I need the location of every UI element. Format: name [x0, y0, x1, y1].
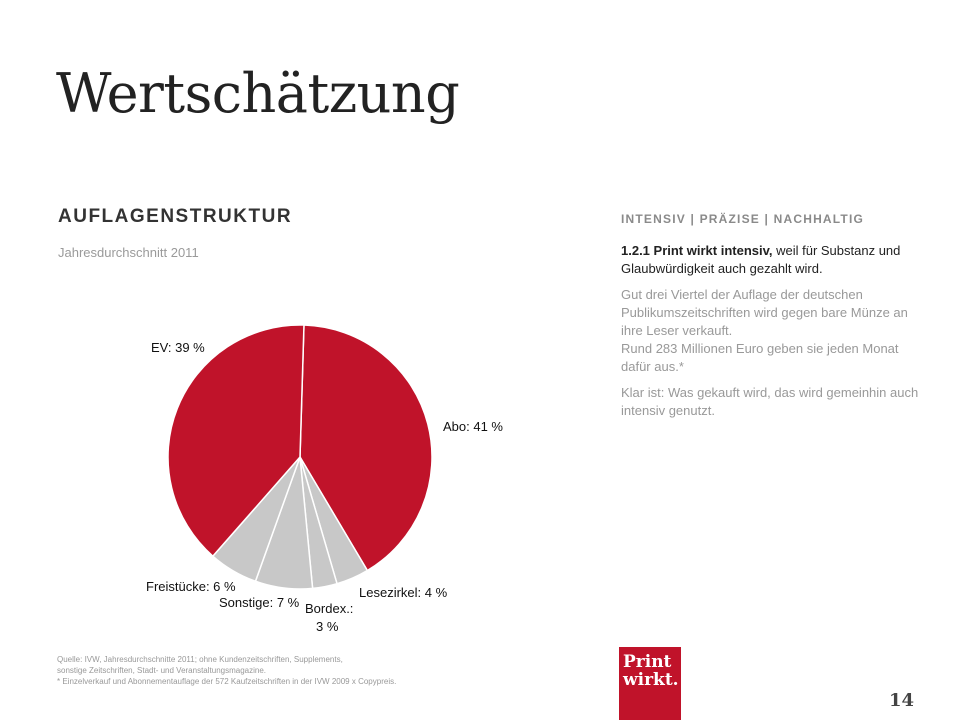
pie-slice-ev — [167, 324, 305, 558]
footnote-line-2: sonstige Zeitschriften, Stadt- und Veran… — [57, 666, 267, 675]
logo-line-2: wirkt. — [623, 670, 679, 690]
lead-rest: weil für Substanz und Glaubwürdigkeit au… — [621, 243, 901, 276]
paragraph-1: Gut drei Viertel der Auflage der deutsch… — [621, 286, 931, 376]
print-wirkt-logo: Print wirkt. — [619, 647, 681, 720]
footnote-line-3: * Einzelverkauf und Abonnementauflage de… — [57, 677, 397, 686]
pie-slice-abo — [299, 324, 433, 572]
slice-label-freistuecke: Freistücke: 6 % — [146, 579, 236, 594]
page-title: Wertschätzung — [56, 62, 460, 125]
lead-bold: 1.2.1 Print wirkt intensiv, — [621, 243, 773, 258]
paragraph-2: Klar ist: Was gekauft wird, das wird gem… — [621, 385, 919, 418]
paragraph-1-line-2: Rund 283 Millionen Euro geben sie jeden … — [621, 341, 899, 374]
slice-label-ev: EV: 39 % — [151, 340, 205, 355]
right-column: INTENSIV | PRÄZISE | NACHHALTIG 1.2.1 Pr… — [621, 212, 931, 428]
slice-label-bordex-line1: Bordex.: — [305, 601, 353, 616]
section-subtitle: Jahresdurchschnitt 2011 — [58, 245, 199, 260]
right-heading: INTENSIV | PRÄZISE | NACHHALTIG — [621, 212, 865, 226]
page-number: 14 — [889, 690, 915, 711]
pie-chart: Abo: 41 % Lesezirkel: 4 % Bordex.: 3 % S… — [146, 324, 503, 634]
section-heading: AUFLAGENSTRUKTUR — [58, 206, 293, 227]
pie-slices — [167, 324, 433, 590]
slice-label-sonstige: Sonstige: 7 % — [219, 595, 300, 610]
slice-label-abo: Abo: 41 % — [443, 419, 503, 434]
slice-label-lesezirkel: Lesezirkel: 4 % — [359, 585, 448, 600]
logo-line-1: Print — [623, 652, 672, 672]
paragraph-1-line-1: Gut drei Viertel der Auflage der deutsch… — [621, 287, 908, 338]
slice-label-bordex-line2: 3 % — [316, 619, 339, 634]
source-footnote: Quelle: IVW, Jahresdurchschnitte 2011; o… — [57, 654, 517, 687]
footnote-line-1: Quelle: IVW, Jahresdurchschnitte 2011; o… — [57, 655, 343, 664]
lead-text: 1.2.1 Print wirkt intensiv, weil für Sub… — [621, 242, 931, 278]
